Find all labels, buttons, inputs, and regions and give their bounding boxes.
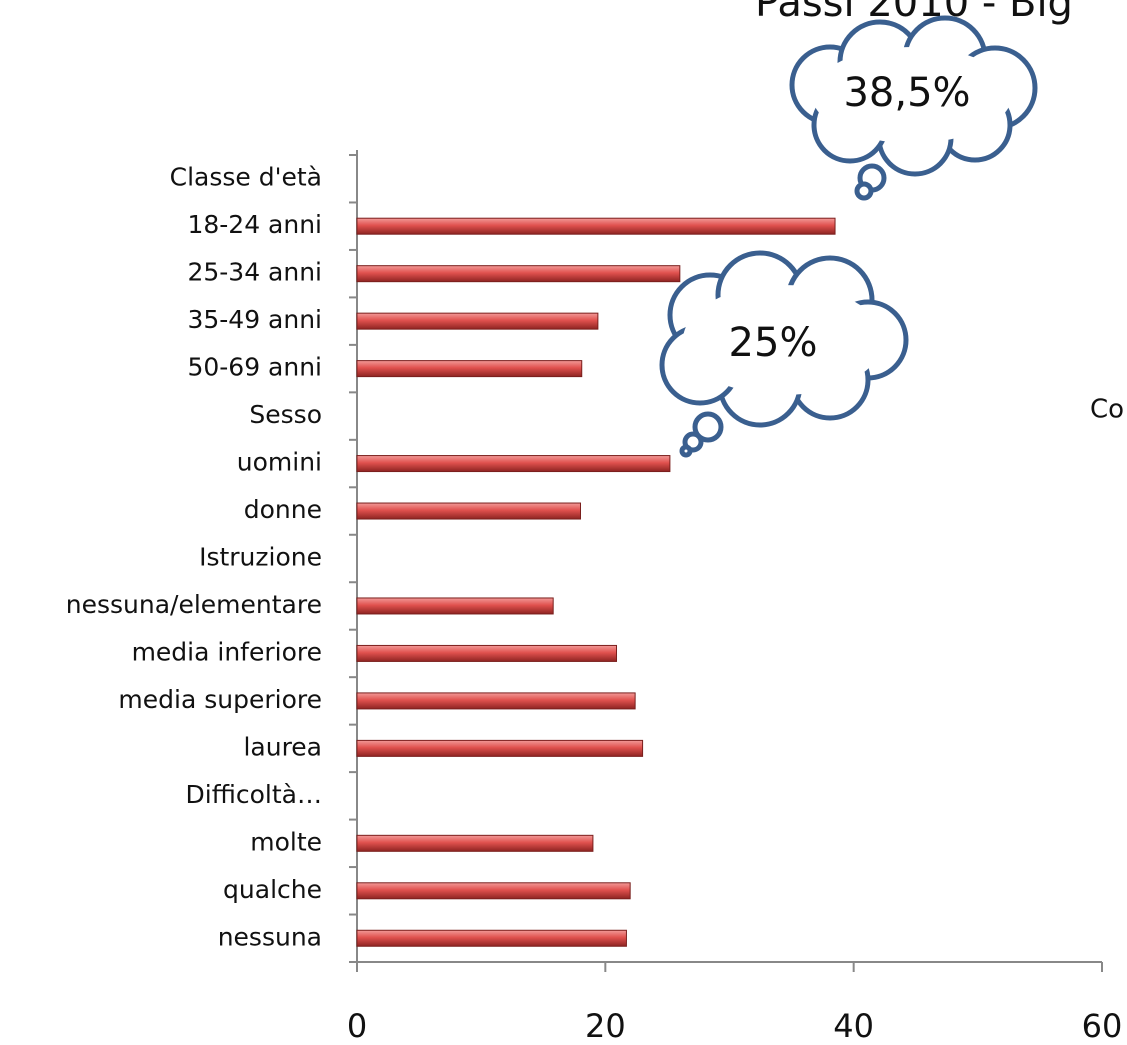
y-tick-label: donne [244, 495, 322, 524]
x-tick-label: 20 [585, 1007, 626, 1045]
y-tick-label: 35-49 anni [187, 305, 322, 334]
bar [356, 739, 644, 757]
y-tick-label: laurea [243, 732, 322, 761]
bar [356, 882, 631, 900]
annotation: Co [1090, 395, 1124, 425]
bar [356, 312, 599, 330]
x-tick-label: 40 [833, 1007, 874, 1045]
y-tick-label: nessuna [218, 922, 322, 951]
y-tick-label: qualche [223, 875, 322, 904]
bar [356, 502, 581, 520]
bar [356, 597, 554, 615]
bar [356, 644, 618, 662]
y-tick-label: 25-34 anni [187, 258, 322, 287]
y-tick-label: Sesso [249, 400, 322, 429]
bar [356, 929, 627, 947]
bar [356, 217, 836, 235]
annotation: 25% [729, 320, 818, 366]
y-tick-label: nessuna/elementare [66, 590, 322, 619]
x-tick-label: 0 [347, 1007, 367, 1045]
y-tick-label: uomini [237, 448, 322, 477]
y-tick-label: Difficoltà… [186, 780, 322, 809]
bar [356, 265, 681, 283]
y-tick-label: molte [250, 827, 322, 856]
bar [356, 360, 583, 378]
thought-cloud [789, 15, 1038, 201]
thought-cloud [659, 250, 909, 458]
y-tick-label: Istruzione [199, 543, 322, 572]
bar [356, 455, 671, 473]
chart-title: Passi 2010 - Big [755, 0, 1073, 26]
x-tick-label: 60 [1082, 1007, 1123, 1045]
y-tick-label: 18-24 anni [187, 210, 322, 239]
y-tick-label: media superiore [118, 685, 322, 714]
bar [356, 834, 594, 852]
annotation: 38,5% [843, 70, 970, 116]
y-tick-label: media inferiore [132, 637, 322, 666]
y-tick-label: Classe d'età [170, 163, 322, 192]
y-tick-label: 50-69 anni [187, 353, 322, 382]
bar [356, 692, 636, 710]
